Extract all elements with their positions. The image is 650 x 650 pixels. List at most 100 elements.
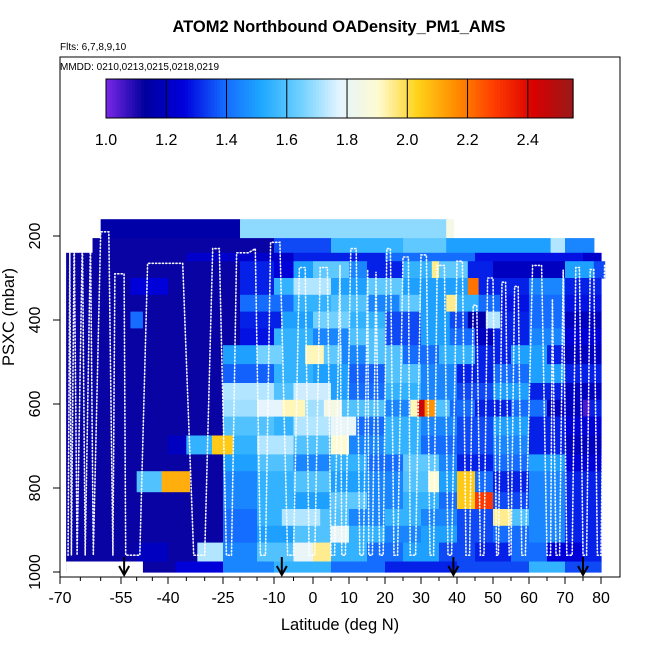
heatmap-cell [197,542,224,563]
heatmap-cell [223,492,258,510]
heatmap-cell [66,252,187,262]
heatmap-cell [367,492,404,510]
heatmap-cell [293,471,332,493]
colorbar-swatch [310,79,314,118]
colorbar-swatch [219,79,224,118]
colorbar-swatch [149,79,154,118]
heatmap-cell [529,471,566,493]
heatmap-cell [136,471,163,493]
colorbar-swatch [275,79,279,118]
heatmap-cell [323,399,343,418]
heatmap-cell [565,509,602,527]
heatmap-cell [293,416,332,437]
colorbar-swatch [278,79,282,118]
colorbar-swatch [123,79,128,118]
colorbar-swatch [234,79,239,118]
heatmap-cell [457,454,494,472]
colorbar-swatch [187,79,192,118]
colorbar-swatch [511,79,516,118]
heatmap-cell [457,294,480,313]
y-tick-label: 800 [27,475,44,502]
y-tick-label: 400 [27,307,44,334]
colorbar-swatch [529,79,533,118]
colorbar-tick-label: 1.4 [215,132,237,149]
heatmap-cell [478,278,530,296]
colorbar-swatch [403,79,408,118]
heatmap-cell [403,345,440,365]
heatmap-cell [356,416,386,437]
heatmap-cell [449,399,476,418]
heatmap-cell [66,509,224,527]
flight-track-line [67,231,606,557]
heatmap-cell [457,471,476,493]
heatmap-cell [493,435,530,455]
heatmap-cell [66,399,224,418]
heatmap-cell [66,435,169,455]
colorbar-swatch [126,79,131,118]
heatmap-cell [529,561,566,573]
heatmap-cell [257,525,295,544]
heatmap-cell [457,561,530,573]
heatmap-cell [367,261,404,279]
heatmap-cell [565,278,602,296]
heatmap-cell [293,454,332,472]
colorbar-swatch [181,79,186,118]
y-axis: 200 400 600 800 1000 [27,223,61,590]
colorbar-swatch [494,79,498,118]
heatmap-cell [331,525,350,544]
colorbar-swatch [502,79,507,118]
heatmap-cell [274,278,295,296]
heatmap-cell [274,261,295,279]
colorbar-swatch [158,79,163,118]
colorbar-swatch [532,79,536,118]
colorbar-swatch [359,79,364,118]
flight-track [67,231,606,557]
heatmap-cell [66,454,224,472]
colorbar-swatch [415,79,420,118]
colorbar-swatch [491,79,495,118]
heatmap-cell [190,471,224,493]
colorbar-swatch [397,79,402,118]
heatmap-cell [223,345,258,365]
colorbar-swatch [485,79,490,118]
x-tick-label: -10 [262,590,285,607]
colorbar-swatch [138,79,142,118]
heatmap-cell [500,311,530,329]
heatmap-cell [529,435,566,455]
colorbar-swatch [193,79,198,118]
heatmap-cell [565,294,602,313]
colorbar-swatch [257,79,262,118]
heatmap-cell [565,364,602,384]
colorbar-swatch [190,79,195,118]
heatmap-cell [424,399,436,418]
heatmap-cell [493,364,530,384]
profile-markers [118,557,589,578]
colorbar-swatch [453,79,457,118]
heatmap-cell [331,561,386,573]
profile-marker-arrow [447,557,460,578]
colorbar-swatch [272,79,276,118]
colorbar-swatch [132,79,136,118]
colorbar-swatch [304,79,309,118]
heatmap-cell [467,261,494,279]
colorbar-swatch [240,79,244,118]
colorbar-swatch [108,79,113,118]
colorbar-swatch [333,79,338,118]
heatmap-cell [331,435,350,455]
heatmap-cell [385,435,422,455]
heatmap-cell [233,435,258,455]
heatmap-cell [305,399,325,418]
heatmap-cell [281,345,306,365]
heatmap-cell [385,311,422,329]
heatmap-cell [293,525,332,544]
colorbar-swatch [412,79,417,118]
colorbar-swatch [342,79,347,118]
flights-note: Flts: 6,7,8,9,10 [60,42,127,53]
heatmap-cell [421,383,458,401]
heatmap-cell [439,454,458,472]
colorbar-swatch [365,79,370,118]
no-data-region [66,561,143,577]
heatmap-cell [240,219,447,239]
colorbar-swatch [260,79,265,118]
heatmap-cell [403,542,440,563]
